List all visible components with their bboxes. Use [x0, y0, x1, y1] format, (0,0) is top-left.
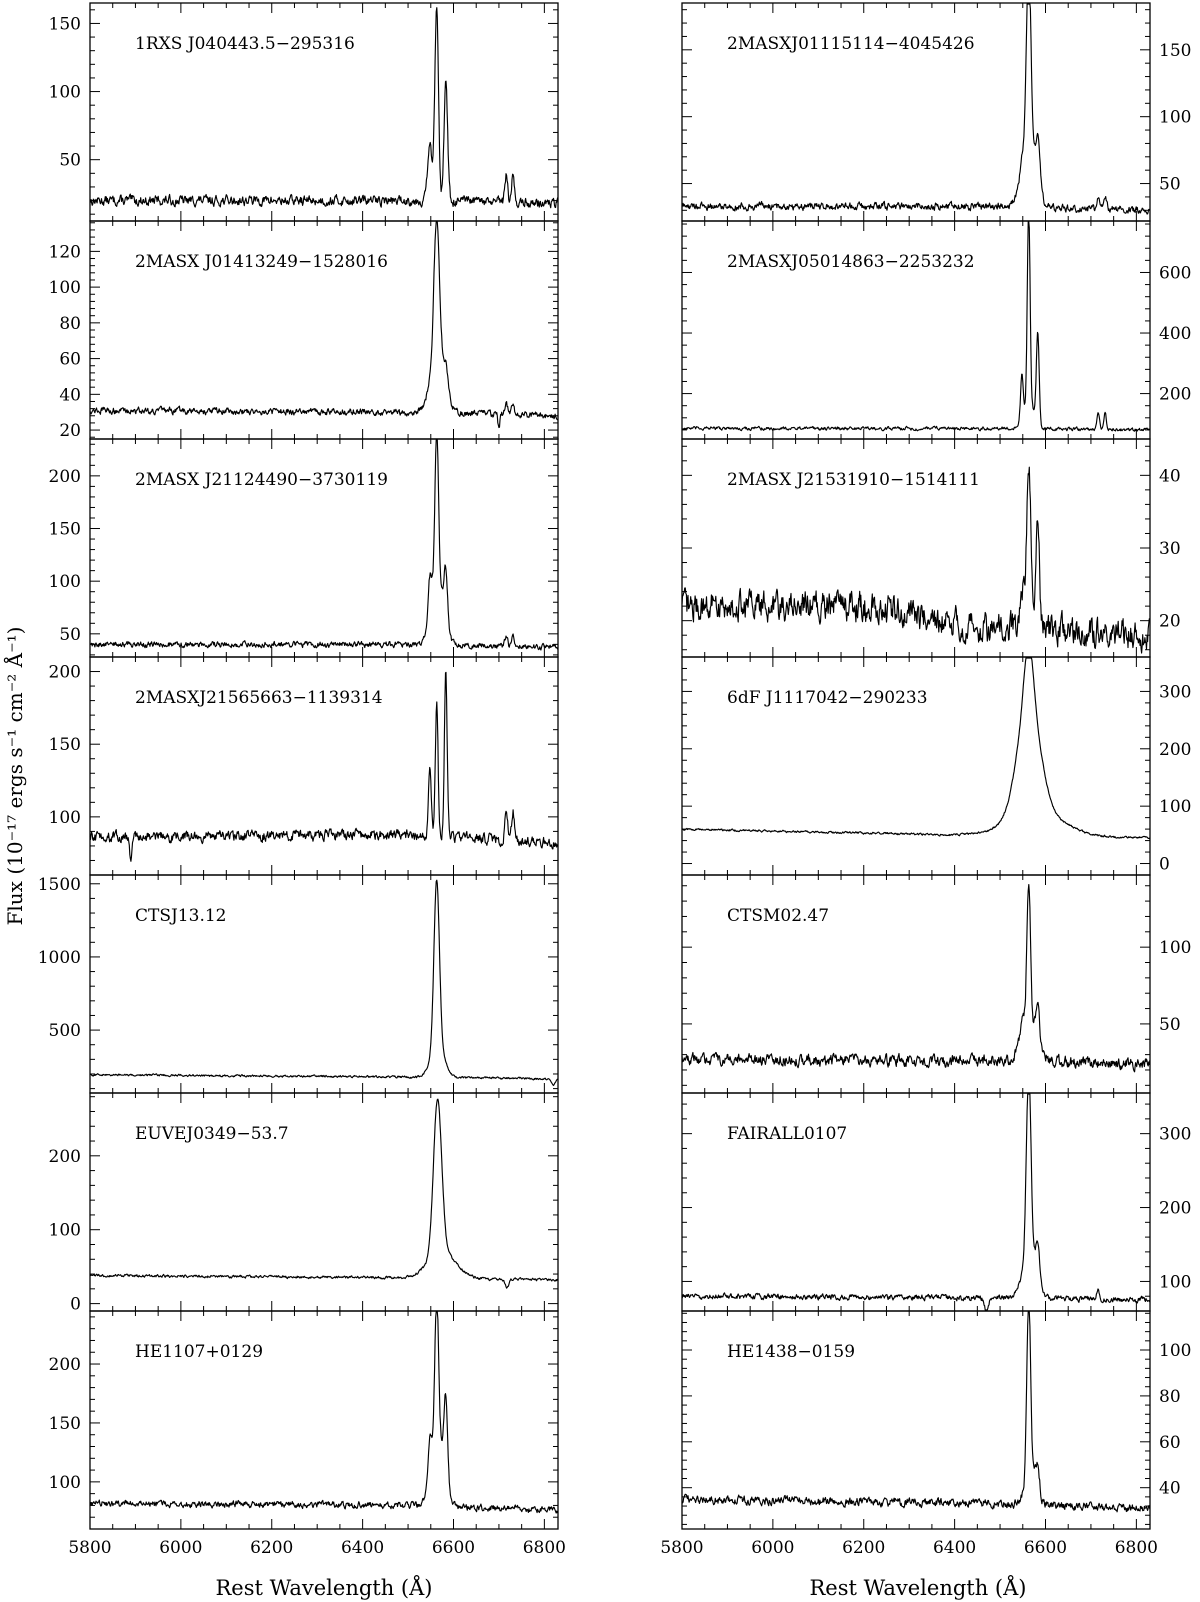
- y-tick-label: 100: [1159, 1341, 1191, 1361]
- panel-title-left-2: 2MASX J21124490−3730119: [135, 470, 388, 490]
- spectrum-line-left-3: [89, 671, 559, 862]
- panel-grid: 50 100 150 1RXS J040443.5−295316 50 100 150 2MA…: [38, 2, 1191, 1558]
- panel-title-right-6: HE1438−0159: [727, 1342, 855, 1362]
- y-tick-label: 100: [1159, 108, 1191, 128]
- spectrum-line-right-4: [681, 884, 1151, 1073]
- spectrum-line-left-1: [89, 221, 559, 429]
- panel-title-left-5: EUVEJ0349−53.7: [135, 1124, 289, 1144]
- x-tick-label: 6600: [432, 1538, 475, 1558]
- y-tick-label: 400: [1159, 324, 1191, 344]
- panel-title-right-1: 2MASXJ05014863−2253232: [727, 252, 975, 272]
- y-tick-label: 80: [59, 314, 81, 334]
- y-tick-label: 150: [49, 14, 81, 34]
- y-tick-label: 0: [70, 1295, 81, 1315]
- spectrum-line-right-3: [681, 657, 1151, 840]
- spectrum-line-left-5: [89, 1098, 559, 1289]
- x-tick-label: 6200: [250, 1538, 293, 1558]
- panel-title-right-5: FAIRALL0107: [727, 1124, 847, 1144]
- y-tick-label: 300: [1159, 682, 1191, 702]
- spectrum-line-right-5: [681, 1093, 1151, 1311]
- spectrum-line-right-6: [681, 1311, 1151, 1513]
- y-tick-label: 100: [49, 572, 81, 592]
- x-axis-label-left: Rest Wavelength (Å): [215, 1575, 432, 1600]
- y-tick-label: 100: [1159, 797, 1191, 817]
- x-tick-label: 6200: [842, 1538, 885, 1558]
- spectrum-line-left-2: [89, 439, 559, 651]
- y-axis-label: Flux (10⁻¹⁷ ergs s⁻¹ cm⁻² Å⁻¹): [2, 627, 27, 926]
- panel-title-left-0: 1RXS J040443.5−295316: [135, 34, 355, 54]
- y-tick-label: 200: [49, 467, 81, 487]
- panel-title-left-3: 2MASXJ21565663−1139314: [135, 688, 383, 708]
- spectrum-line-left-6: [89, 1311, 559, 1514]
- y-tick-label: 120: [49, 242, 81, 262]
- y-tick-label: 0: [1159, 855, 1170, 875]
- panel-title-right-0: 2MASXJ01115114−4045426: [727, 34, 975, 54]
- panel-title-right-4: CTSM02.47: [727, 906, 829, 926]
- y-tick-label: 150: [49, 520, 81, 540]
- y-tick-label: 300: [1159, 1125, 1191, 1145]
- y-tick-label: 100: [1159, 938, 1191, 958]
- y-tick-label: 200: [1159, 385, 1191, 405]
- y-tick-label: 150: [49, 1414, 81, 1434]
- y-tick-label: 200: [49, 1355, 81, 1375]
- x-tick-label: 6800: [523, 1538, 566, 1558]
- x-tick-label: 6400: [933, 1538, 976, 1558]
- y-tick-label: 40: [1159, 1479, 1181, 1499]
- y-tick-label: 200: [49, 1147, 81, 1167]
- x-tick-label: 6600: [1024, 1538, 1067, 1558]
- panel-frame-right-6: [681, 1310, 1151, 1530]
- x-tick-label: 5800: [660, 1538, 703, 1558]
- y-tick-label: 20: [1159, 612, 1181, 632]
- y-tick-label: 100: [49, 1221, 81, 1241]
- y-tick-label: 600: [1159, 263, 1191, 283]
- y-tick-label: 50: [59, 151, 81, 171]
- x-axis-label-right: Rest Wavelength (Å): [809, 1575, 1026, 1600]
- x-tick-label: 6400: [341, 1538, 384, 1558]
- y-tick-label: 1000: [38, 948, 81, 968]
- y-tick-label: 100: [49, 278, 81, 298]
- spectrum-line-right-2: [681, 466, 1151, 654]
- x-tick-label: 6800: [1115, 1538, 1158, 1558]
- y-tick-label: 200: [1159, 740, 1191, 760]
- y-tick-label: 40: [59, 385, 81, 405]
- panel-title-right-2: 2MASX J21531910−1514111: [727, 470, 980, 490]
- y-tick-label: 30: [1159, 539, 1181, 559]
- y-tick-label: 60: [59, 350, 81, 370]
- panel-title-left-1: 2MASX J01413249−1528016: [135, 252, 388, 272]
- y-tick-label: 1500: [38, 875, 81, 895]
- y-tick-label: 150: [49, 735, 81, 755]
- y-tick-label: 100: [49, 808, 81, 828]
- panel-frame-left-6: [89, 1310, 559, 1530]
- y-tick-label: 60: [1159, 1433, 1181, 1453]
- y-tick-label: 200: [49, 663, 81, 683]
- y-tick-label: 20: [59, 421, 81, 441]
- y-tick-label: 150: [1159, 41, 1191, 61]
- y-tick-label: 100: [1159, 1272, 1191, 1292]
- spectrum-line-left-0: [89, 7, 559, 209]
- panel-title-right-3: 6dF J1117042−290233: [727, 688, 928, 708]
- x-tick-label: 6000: [751, 1538, 794, 1558]
- panel-title-left-6: HE1107+0129: [135, 1342, 263, 1362]
- y-tick-label: 500: [49, 1021, 81, 1041]
- y-tick-label: 50: [1159, 175, 1181, 195]
- y-tick-label: 80: [1159, 1387, 1181, 1407]
- panel-title-left-4: CTSJ13.12: [135, 906, 226, 926]
- spectrum-line-right-1: [681, 221, 1150, 432]
- y-tick-label: 50: [59, 625, 81, 645]
- y-tick-label: 50: [1159, 1015, 1181, 1035]
- y-tick-label: 200: [1159, 1199, 1191, 1219]
- y-tick-label: 40: [1159, 466, 1181, 486]
- x-tick-label: 6000: [159, 1538, 202, 1558]
- spectrum-line-right-0: [681, 3, 1151, 215]
- x-tick-label: 5800: [68, 1538, 111, 1558]
- y-tick-label: 100: [49, 83, 81, 103]
- spectrum-line-left-4: [89, 879, 558, 1087]
- y-tick-label: 100: [49, 1473, 81, 1493]
